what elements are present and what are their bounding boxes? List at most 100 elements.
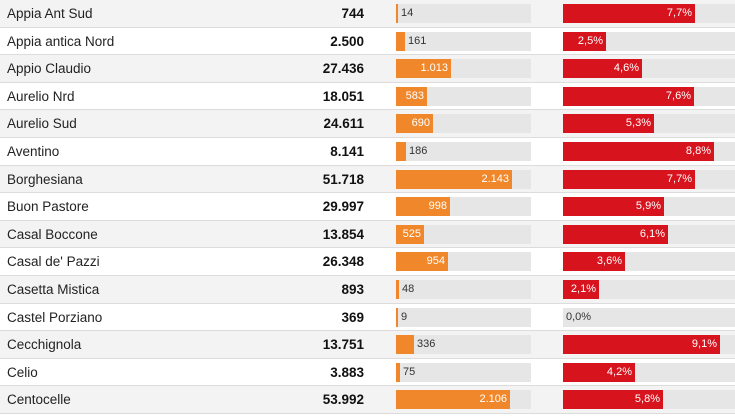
row-divider: [0, 274, 735, 276]
count-bar-label: 75: [403, 365, 416, 378]
row-population: 24.611: [323, 116, 364, 132]
percent-bar-track: 7,6%: [563, 86, 735, 106]
row-population: 744: [341, 6, 364, 21]
count-bar: [396, 4, 398, 23]
percent-bar: [563, 335, 720, 355]
row-name: Casetta Mistica: [7, 282, 100, 297]
row-divider: [0, 247, 735, 249]
percent-bar-label: 7,7%: [666, 172, 692, 185]
count-bar: [396, 31, 405, 51]
percent-bar: [563, 4, 695, 23]
count-bar: [396, 114, 433, 134]
count-bar-track: 583: [396, 86, 531, 106]
percent-bar: [563, 280, 599, 299]
row-divider: [0, 164, 735, 166]
row-name: Appia antica Nord: [7, 33, 115, 49]
percent-bar-track: 7,7%: [563, 4, 735, 23]
count-bar-track: 525: [396, 224, 531, 244]
table-row: Castel Porziano 369 9 0,0%: [0, 303, 735, 332]
count-bar-track: 954: [396, 252, 531, 272]
count-bar-label: 583: [405, 89, 424, 102]
count-bar-label: 48: [402, 283, 415, 295]
row-name: Celio: [7, 364, 38, 380]
row-population: 27.436: [322, 61, 364, 77]
percent-bar-label: 5,3%: [625, 117, 651, 130]
count-bar-track: 2.143: [396, 169, 531, 189]
table-row: Centocelle 53.992 2.106 5,8%: [0, 386, 735, 414]
count-bar-track: 9: [396, 307, 531, 327]
table-row: Aurelio Sud 24.611 690 5,3%: [0, 110, 735, 138]
row-name: Appio Claudio: [7, 61, 92, 77]
percent-bar: [563, 31, 606, 51]
count-bar-label: 336: [417, 338, 436, 351]
percent-bar-track: 4,2%: [563, 362, 735, 382]
table-row: Cecchignola 13.751 336 9,1%: [0, 331, 735, 359]
percent-bar-label: 4,6%: [613, 62, 639, 75]
percent-bar-label: 9,1%: [691, 338, 717, 351]
count-bar-label: 186: [409, 145, 428, 157]
percent-bar-label: 2,1%: [570, 283, 596, 295]
row-divider: [0, 357, 735, 359]
count-bar-label: 954: [426, 255, 445, 268]
percent-bar-label: 6,1%: [639, 227, 665, 240]
count-bar-track: 690: [396, 114, 531, 134]
row-population: 3.883: [330, 364, 364, 380]
count-bar: [396, 59, 451, 79]
count-bar-label: 2.143: [481, 172, 509, 185]
table-row: Appia antica Nord 2.500 161 2,5%: [0, 27, 735, 56]
percent-bar: [563, 114, 654, 134]
percent-bar-track: 9,1%: [563, 335, 735, 355]
row-name: Borghesiana: [7, 171, 83, 187]
count-bar-label: 998: [428, 200, 447, 213]
row-divider: [0, 302, 735, 304]
count-bar-track: 161: [396, 31, 531, 51]
percent-bar-label: 5,8%: [634, 393, 660, 406]
percent-bar-track: 2,5%: [563, 31, 735, 51]
row-population: 53.992: [322, 392, 364, 408]
count-bar: [396, 224, 424, 244]
row-divider: [0, 412, 735, 414]
count-bar-label: 2.106: [479, 393, 507, 406]
percent-bar: [563, 86, 694, 106]
percent-bar-label: 7,7%: [666, 7, 692, 19]
table-row: Aventino 8.141 186 8,8%: [0, 138, 735, 166]
count-bar: [396, 169, 512, 189]
row-population: 29.997: [322, 199, 364, 215]
percent-bar-track: 5,9%: [563, 197, 735, 217]
count-bar: [396, 280, 399, 299]
row-population: 893: [341, 282, 364, 297]
count-bar-label: 690: [411, 117, 430, 130]
percent-bar: [563, 197, 664, 217]
percent-bar-track: 3,6%: [563, 252, 735, 272]
percent-bar-label: 2,5%: [577, 34, 603, 47]
percent-bar-label: 8,8%: [685, 145, 711, 157]
count-bar: [396, 362, 400, 382]
row-divider: [0, 26, 735, 28]
count-bar-label: 14: [401, 7, 414, 19]
count-bar-label: 1.013: [420, 62, 448, 75]
count-bar: [396, 197, 450, 217]
count-bar-track: 336: [396, 335, 531, 355]
row-population: 18.051: [322, 88, 364, 104]
row-population: 8.141: [330, 144, 364, 159]
percent-bar: [563, 142, 714, 161]
row-divider: [0, 192, 735, 194]
row-population: 51.718: [322, 171, 364, 187]
count-bar-track: 2.106: [396, 390, 531, 410]
row-divider: [0, 109, 735, 111]
percent-bar-track: 5,3%: [563, 114, 735, 134]
row-population: 369: [341, 309, 364, 325]
count-bar-track: 75: [396, 362, 531, 382]
table-row: Celio 3.883 75 4,2%: [0, 358, 735, 387]
count-bar: [396, 252, 448, 272]
row-name: Aurelio Nrd: [7, 88, 75, 104]
count-bar: [396, 142, 406, 161]
percent-bar-track: 5,8%: [563, 390, 735, 410]
row-name: Appia Ant Sud: [7, 6, 93, 21]
row-name: Buon Pastore: [7, 199, 89, 215]
table-row: Casetta Mistica 893 48 2,1%: [0, 276, 735, 304]
count-bar-label: 525: [402, 227, 421, 240]
count-bar-label: 9: [401, 310, 408, 323]
count-bar: [396, 307, 398, 327]
percent-bar-label: 5,9%: [635, 200, 661, 213]
